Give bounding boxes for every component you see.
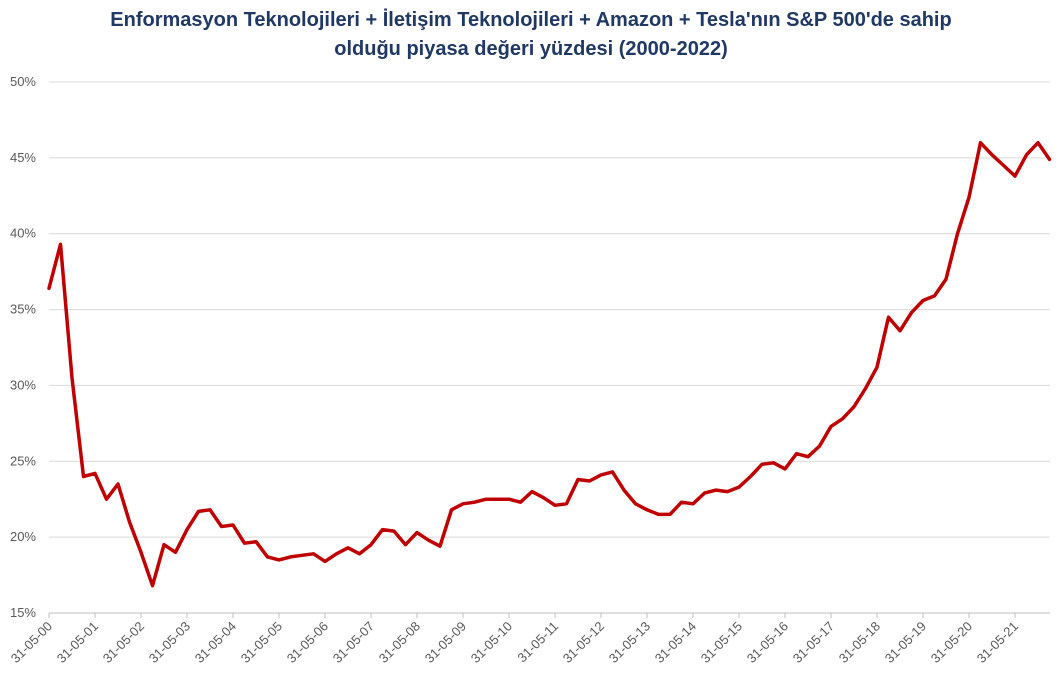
y-tick-label: 20%: [10, 529, 36, 544]
y-tick-label: 15%: [10, 605, 36, 620]
x-tick-label: 31-05-19: [882, 619, 929, 666]
y-tick-label: 50%: [10, 74, 36, 89]
x-tick-label: 31-05-07: [330, 619, 377, 666]
x-tick-label: 31-05-04: [192, 619, 239, 666]
x-tick-label: 31-05-16: [744, 619, 791, 666]
x-tick-label: 31-05-17: [790, 619, 837, 666]
x-tick-label: 31-05-21: [974, 619, 1021, 666]
x-tick-label: 31-05-15: [698, 619, 745, 666]
x-tick-label: 31-05-14: [652, 619, 699, 666]
x-tick-label: 31-05-10: [468, 619, 515, 666]
x-tick-label: 31-05-18: [836, 619, 883, 666]
data-line: [47, 140, 1052, 588]
chart-title: Enformasyon Teknolojileri + İletişim Tek…: [110, 9, 952, 60]
y-tick-label: 45%: [10, 150, 36, 165]
x-tick-label: 31-05-08: [376, 619, 423, 666]
x-tick-label: 31-05-00: [8, 619, 55, 666]
x-tick-label: 31-05-12: [560, 619, 607, 666]
x-tick-label: 31-05-09: [422, 619, 469, 666]
x-tick-label: 31-05-02: [100, 619, 147, 666]
y-tick-label: 30%: [10, 377, 36, 392]
y-tick-label: 40%: [10, 226, 36, 241]
x-tick-label: 31-05-20: [928, 619, 975, 666]
x-tick-label: 31-05-06: [284, 619, 331, 666]
x-tick-label: 31-05-03: [146, 619, 193, 666]
y-tick-label: 35%: [10, 302, 36, 317]
x-tick-label: 31-05-11: [514, 619, 561, 666]
y-tick-label: 25%: [10, 453, 36, 468]
x-tick-label: 31-05-13: [606, 619, 653, 666]
x-tick-label: 31-05-05: [238, 619, 285, 666]
x-tick-label: 31-05-01: [54, 619, 101, 666]
